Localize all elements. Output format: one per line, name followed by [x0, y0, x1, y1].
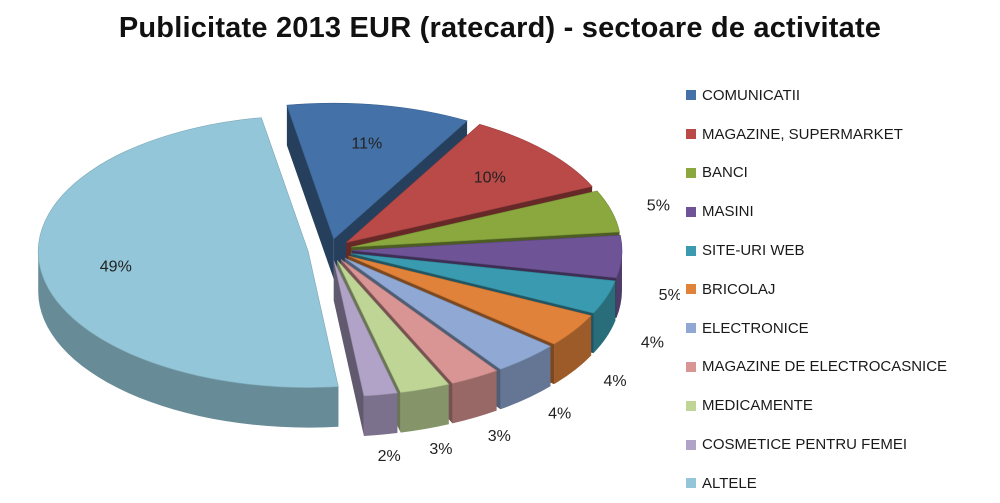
legend-item-bricolaj: BRICOLAJ	[686, 270, 947, 309]
legend-label: ELECTRONICE	[702, 319, 809, 337]
legend-swatch	[686, 90, 696, 101]
legend-item-electronice: ELECTRONICE	[686, 309, 947, 348]
legend-swatch	[686, 129, 696, 140]
slice-top-medicamente	[336, 260, 450, 393]
legend-label: SITE-URI WEB	[702, 242, 805, 260]
legend-item-banci: BANCI	[686, 154, 947, 193]
slice-wall-medicamente	[400, 384, 449, 433]
slice-wall-site-uri-web	[593, 280, 616, 354]
legend-label: MAGAZINE, SUPERMARKET	[702, 125, 903, 143]
legend-swatch	[686, 206, 696, 217]
data-label-bricolaj: 4%	[603, 373, 626, 390]
slice-wall-masini	[616, 250, 622, 318]
data-label-comunicatii: 11%	[351, 136, 382, 153]
slice-top-site-uri-web	[350, 253, 616, 314]
slice-top-altele	[37, 117, 339, 388]
legend-swatch	[686, 361, 696, 372]
legend-swatch	[686, 284, 696, 295]
slice-side-comunicatii	[286, 105, 334, 280]
legend-item-medicamente: MEDICAMENTE	[686, 386, 947, 425]
slice-top-electronice	[344, 257, 552, 370]
legend-swatch	[686, 439, 696, 450]
legend-swatch	[686, 245, 696, 256]
legend-item-site-uri-web: SITE-URI WEB	[686, 231, 947, 270]
data-label-electronice: 4%	[548, 406, 571, 423]
slice-cosmetice-pentru-femei	[333, 260, 398, 436]
data-label-medicamente: 3%	[429, 441, 452, 458]
slice-top-bricolaj	[348, 255, 592, 345]
legend-item-masini: MASINI	[686, 192, 947, 231]
data-label-masini: 5%	[659, 287, 680, 304]
chart-title: Publicitate 2013 EUR (ratecard) - sectoa…	[118, 12, 882, 44]
pie-chart: 11% 10% 5% 5% 4% 4% 4% 3% 3% 2% 49%	[37, 102, 680, 465]
slice-top-comunicatii	[286, 102, 468, 240]
slice-top-magazine-supermarket	[346, 123, 593, 243]
slice-wall-altele	[38, 251, 339, 428]
legend-label: ALTELE	[702, 474, 757, 492]
legend-label: BRICOLAJ	[702, 280, 776, 298]
legend-swatch	[686, 478, 696, 489]
slice-wall-electronice	[500, 346, 551, 410]
legend-item-altele: ALTELE	[686, 464, 947, 503]
legend-swatch	[686, 400, 696, 411]
data-label-site-uri-web: 4%	[641, 334, 664, 351]
legend-label: BANCI	[702, 164, 748, 182]
data-label-cosmetice-pentru-femei: 2%	[378, 448, 401, 465]
slice-wall-magazine-de-electrocasnice	[452, 370, 497, 424]
data-label-banci: 5%	[647, 197, 670, 214]
legend-label: MEDICAMENTE	[702, 397, 813, 415]
legend-swatch	[686, 323, 696, 334]
slice-wall-bricolaj	[554, 315, 592, 385]
legend-label: COMUNICATII	[702, 86, 801, 104]
legend-label: MAGAZINE DE ELECTROCASNICE	[702, 358, 948, 376]
slice-top-banci	[351, 190, 620, 248]
data-label-altele: 49%	[100, 259, 132, 276]
legend-item-magazine-supermarket: MAGAZINE, SUPERMARKET	[686, 115, 947, 154]
legend-label: COSMETICE PENTRU FEMEI	[702, 436, 908, 454]
data-label-magazine-de-electrocasnice: 3%	[488, 428, 511, 445]
legend-item-comunicatii: COMUNICATII	[686, 76, 947, 115]
slice-top-masini	[351, 235, 623, 279]
legend-swatch	[686, 167, 696, 178]
slice-top-cosmetice-pentru-femei	[333, 260, 398, 397]
slice-altele	[37, 117, 339, 428]
slice-side-cosmetice-pentru-femei	[333, 260, 364, 436]
data-label-magazine-supermarket: 10%	[474, 170, 506, 187]
legend-item-cosmetice-pentru-femei: COSMETICE PENTRU FEMEI	[686, 425, 947, 464]
legend: COMUNICATII MAGAZINE, SUPERMARKET BANCI MAS…	[686, 76, 947, 503]
slice-wall-cosmetice-pentru-femei	[363, 393, 398, 436]
legend-label: MASINI	[702, 203, 754, 221]
legend-item-magazine-de-electrocasnice: MAGAZINE DE ELECTROCASNICE	[686, 348, 947, 387]
slice-top-magazine-de-electrocasnice	[340, 259, 498, 384]
